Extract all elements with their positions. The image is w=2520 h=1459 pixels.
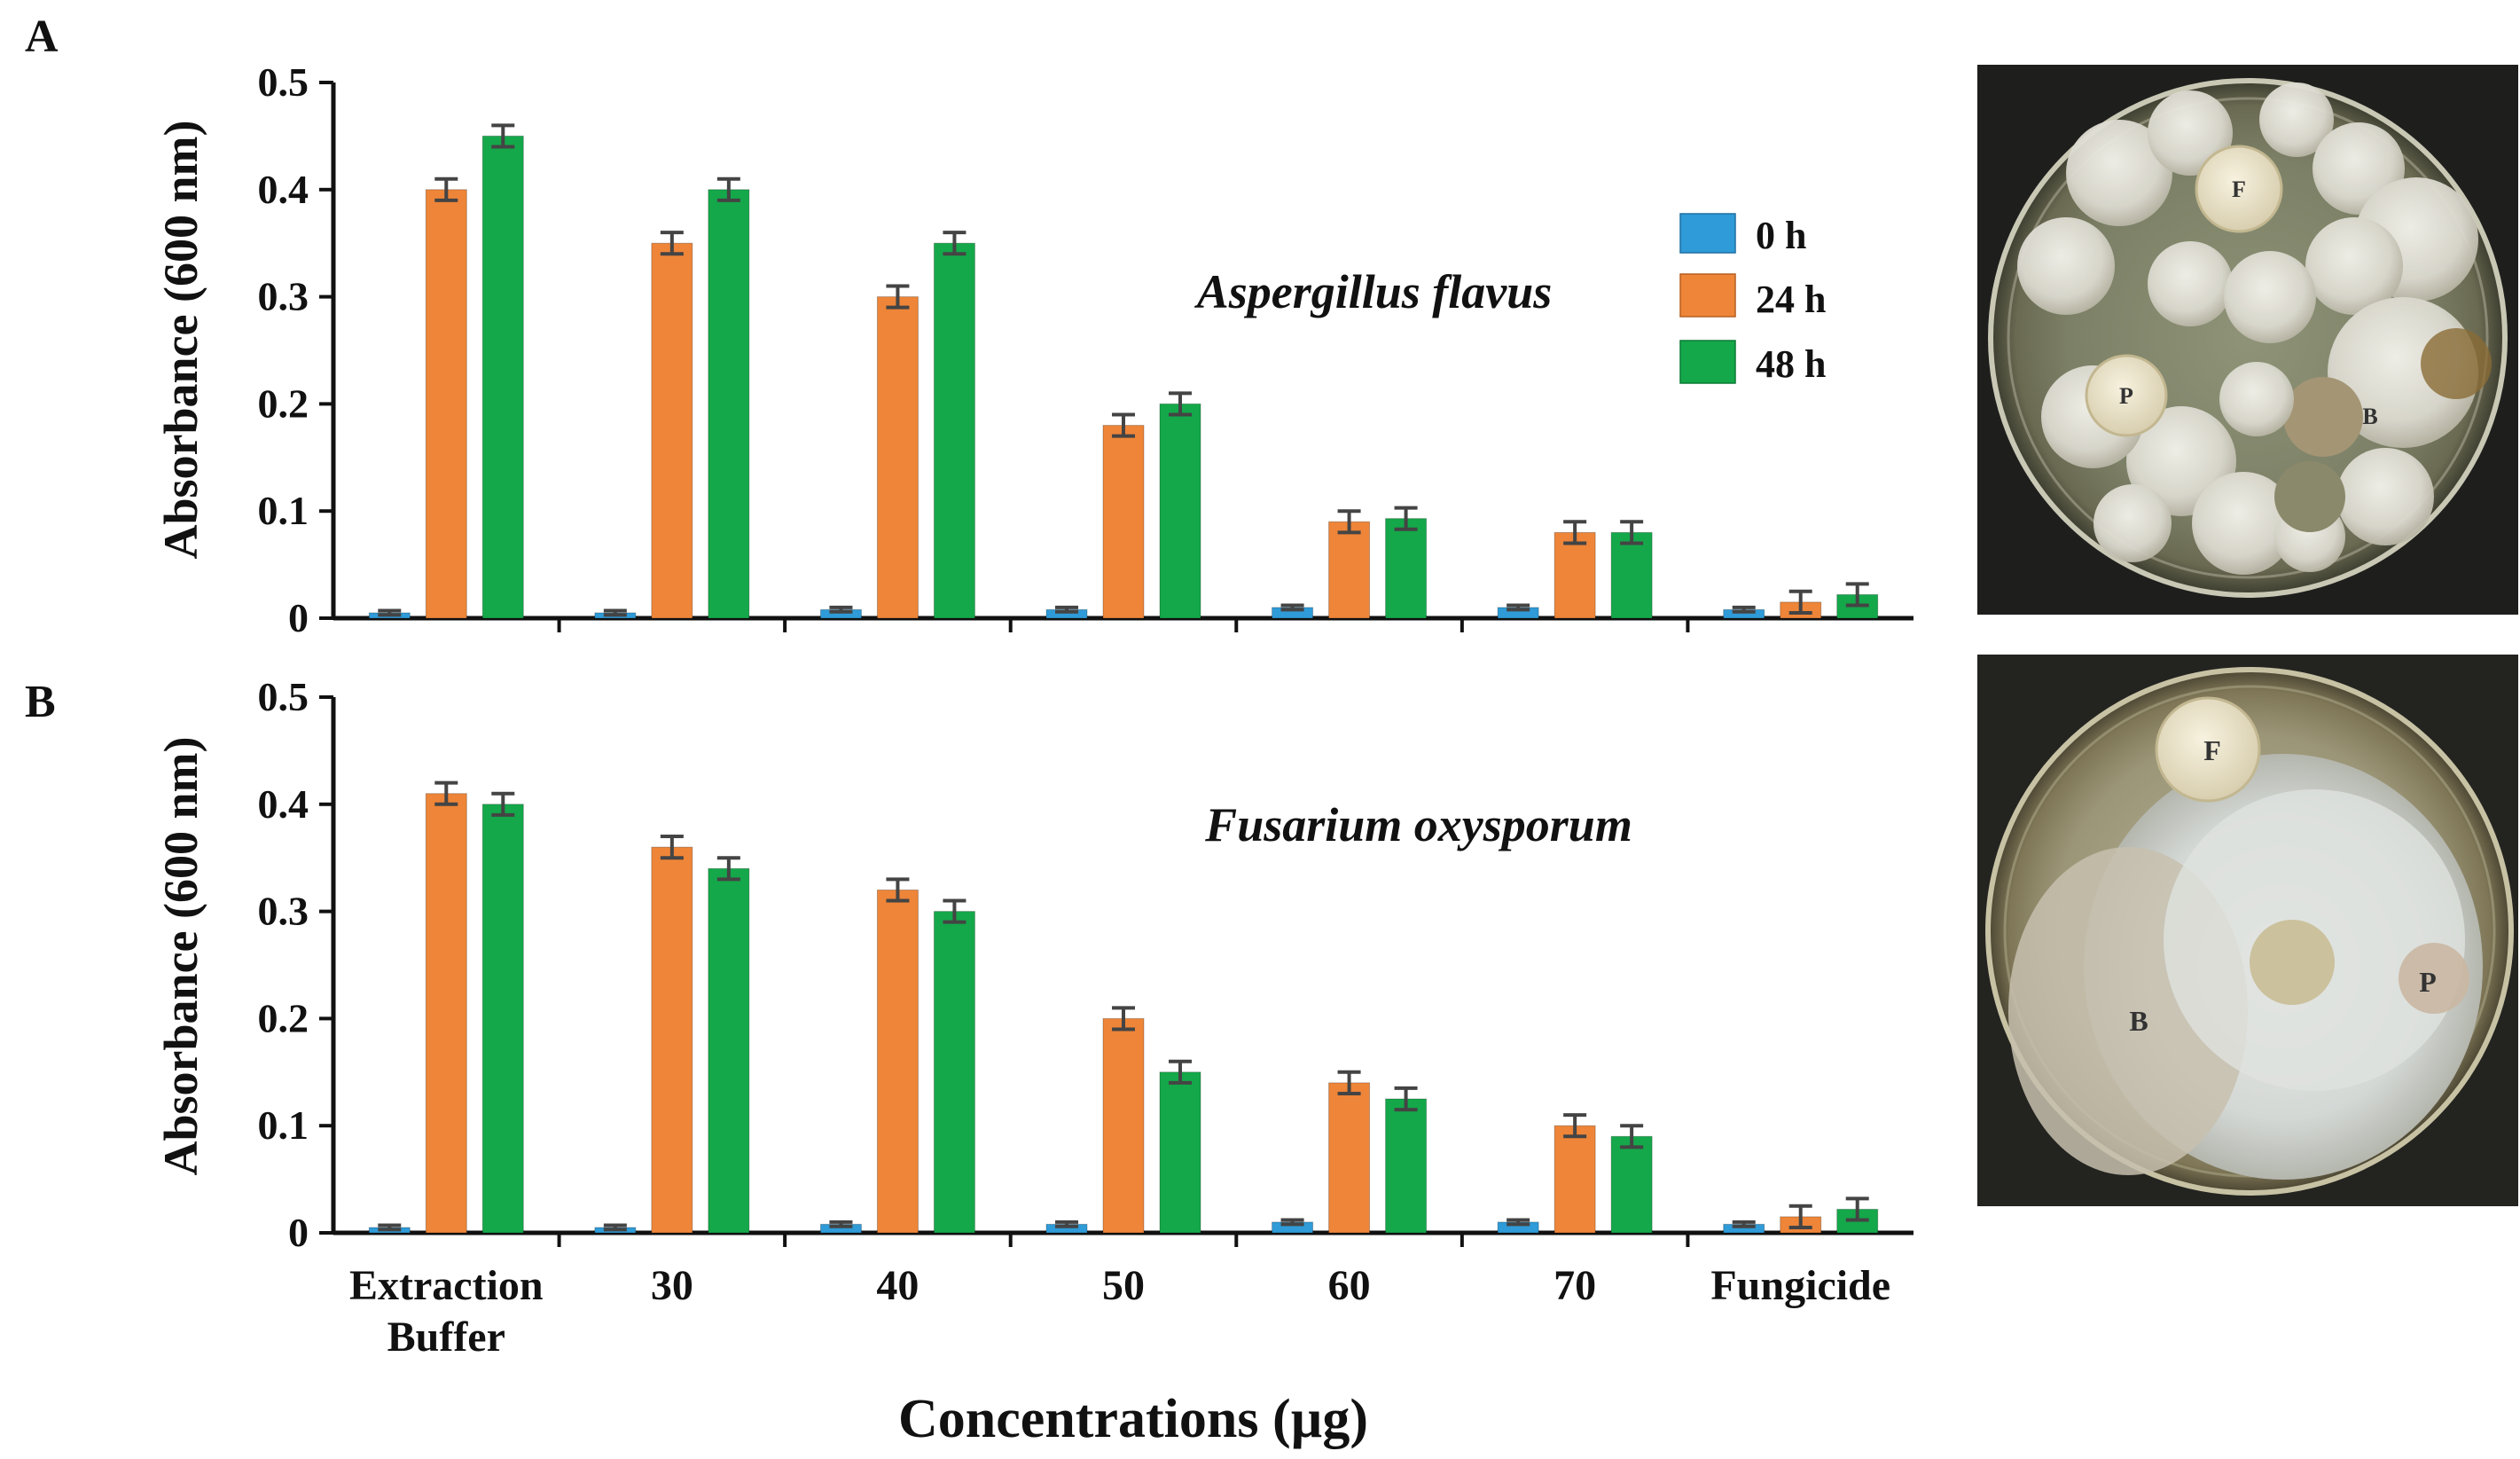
chart-b-y-tick-label: 0 (288, 1210, 309, 1255)
chart-a-y-tick-label: 0.1 (258, 488, 309, 533)
chart-a-bar-24h-0 (425, 189, 467, 619)
chart-a-bar-24h-3 (1102, 425, 1145, 619)
legend-label-24h: 24 h (1756, 278, 1826, 321)
chart-b-fusarium: 0 0.1 0.2 0.3 0.4 0.5 (258, 674, 1913, 1255)
chart-a-aspergillus: 0 0.1 0.2 0.3 0.4 0.5 (258, 59, 1913, 640)
chart-b-bar-48h-5 (1610, 1135, 1653, 1234)
petri-dish-photo-a: F P B (1977, 65, 2518, 615)
legend-swatch-48h (1679, 340, 1736, 384)
y-axis-title-b: Absorbance (600 nm) (154, 737, 207, 1176)
x-axis-title: Concentrations (µg) (898, 1389, 1368, 1449)
x-category-label: Buffer (387, 1314, 505, 1361)
chart-b-y-tick-label: 0.5 (258, 674, 309, 719)
chart-a-y-tick-label: 0.4 (258, 167, 309, 212)
chart-b-bar-48h-4 (1385, 1098, 1428, 1234)
panel-a-label: A (25, 12, 59, 62)
x-category-label: 40 (876, 1262, 919, 1309)
chart-a-y-tick-label: 0 (288, 595, 309, 640)
chart-a-bar-48h-2 (933, 242, 975, 619)
chart-a-bar-24h-4 (1328, 521, 1371, 619)
legend-swatch-24h (1679, 273, 1736, 318)
chart-a-y-tick-label: 0.5 (258, 59, 309, 105)
plate-b-p-label: P (2419, 966, 2437, 998)
plate-b-b-label: B (2129, 1005, 2148, 1037)
x-category-label: Extraction (349, 1262, 544, 1309)
plate-a-f-label: F (2232, 176, 2246, 202)
chart-b-bar-24h-3 (1102, 1017, 1145, 1234)
chart-b-bar-24h-5 (1553, 1125, 1596, 1234)
chart-b-y-tick-label: 0.2 (258, 995, 309, 1040)
chart-b-bar-24h-1 (651, 846, 693, 1234)
x-category-label: Fungicide (1710, 1262, 1890, 1309)
chart-a-title: Aspergillus flavus (1194, 265, 1553, 318)
x-category-label: 50 (1102, 1262, 1145, 1309)
x-category-label: 60 (1328, 1262, 1371, 1309)
chart-b-bar-24h-4 (1328, 1082, 1371, 1234)
chart-a-bar-48h-3 (1159, 403, 1201, 619)
chart-b-title: Fusarium oxysporum (1204, 798, 1632, 851)
x-category-label: 70 (1553, 1262, 1596, 1309)
chart-a-bar-48h-1 (708, 189, 750, 619)
chart-b-bar-48h-2 (933, 911, 975, 1234)
legend-label-0h: 0 h (1756, 214, 1806, 257)
x-category-label: 30 (651, 1262, 693, 1309)
legend-label-48h: 48 h (1756, 342, 1826, 386)
chart-a-bar-48h-0 (481, 135, 524, 619)
chart-b-y-tick-label: 0.1 (258, 1102, 309, 1148)
petri-dish-photo-b: F P B (1977, 655, 2518, 1206)
chart-a-bar-24h-5 (1553, 531, 1596, 619)
chart-a-bar-24h-1 (651, 242, 693, 619)
chart-b-bar-24h-2 (876, 889, 919, 1234)
chart-b-bar-48h-3 (1159, 1071, 1201, 1234)
panel-b-label: B (25, 677, 56, 727)
x-category-labels: Extraction Buffer 30 40 50 60 70 Fungicide (349, 1262, 1890, 1361)
chart-a-bar-24h-2 (876, 296, 919, 619)
legend: 0 h 24 h 48 h (1679, 213, 1826, 386)
legend-swatch-0h (1679, 213, 1736, 254)
plate-a-p-label: P (2119, 383, 2133, 409)
chart-b-y-tick-label: 0.4 (258, 781, 309, 827)
chart-a-y-tick-label: 0.3 (258, 274, 309, 319)
plate-a-b-label: B (2362, 404, 2377, 429)
y-axis-title-a: Absorbance (600 nm) (154, 121, 207, 560)
chart-b-y-tick-label: 0.3 (258, 889, 309, 934)
chart-b-bar-48h-0 (481, 804, 524, 1234)
chart-b-bar-24h-0 (425, 793, 467, 1234)
chart-a-bar-48h-5 (1610, 531, 1653, 619)
chart-a-y-tick-label: 0.2 (258, 380, 309, 426)
chart-b-bar-48h-1 (708, 867, 750, 1234)
chart-a-bar-48h-4 (1385, 518, 1428, 619)
plate-b-f-label: F (2203, 734, 2221, 766)
